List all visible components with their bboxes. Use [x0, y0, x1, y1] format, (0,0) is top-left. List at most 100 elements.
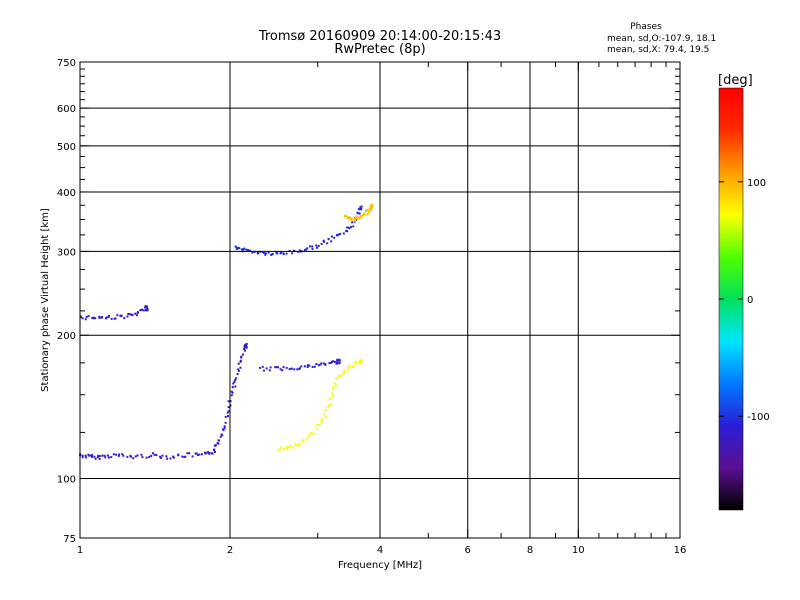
echo-point	[315, 246, 318, 249]
echo-point	[261, 250, 264, 253]
echo-point	[292, 446, 295, 449]
echo-point	[240, 248, 243, 251]
echo-point	[107, 315, 110, 318]
echo-point	[300, 365, 303, 368]
echo-point	[196, 454, 199, 457]
echo-point	[239, 360, 242, 363]
echo-point	[301, 439, 304, 442]
echo-point	[234, 379, 237, 382]
echo-point	[322, 239, 325, 242]
echo-point	[342, 369, 345, 372]
echo-point	[84, 456, 87, 459]
echo-point	[186, 452, 189, 455]
echo-point	[229, 400, 232, 403]
echo-point	[333, 360, 336, 363]
echo-point	[349, 216, 352, 219]
echo-point	[323, 240, 326, 243]
echo-point	[360, 205, 363, 208]
echo-point	[245, 344, 248, 347]
echo-point	[226, 411, 229, 414]
echo-point	[367, 211, 370, 214]
echo-point	[321, 417, 324, 420]
chart-title: Tromsø 20160909 20:14:00-20:15:43	[258, 29, 501, 44]
echo-point	[112, 453, 115, 456]
echo-point	[326, 242, 329, 245]
echo-point	[131, 314, 134, 317]
echo-point	[145, 305, 148, 308]
echo-point	[145, 456, 148, 459]
echo-point	[367, 210, 370, 213]
echo-point	[285, 252, 288, 255]
x-tick-label: 16	[674, 545, 687, 556]
echo-point	[251, 251, 254, 254]
echo-point	[303, 248, 306, 251]
echo-point	[96, 456, 99, 459]
echo-point	[128, 313, 131, 316]
echo-point	[106, 454, 109, 457]
echo-point	[318, 424, 321, 427]
echo-point	[237, 247, 240, 250]
echo-point	[243, 247, 246, 250]
echo-point	[296, 368, 299, 371]
echo-point	[317, 245, 320, 248]
echo-point	[122, 454, 125, 457]
colorbar-ticks: 100 0 -100	[719, 178, 770, 423]
echo-point	[94, 317, 97, 320]
echo-point	[351, 366, 354, 369]
echo-point	[285, 447, 288, 450]
echo-point	[120, 314, 123, 317]
axis-ticks	[79, 61, 681, 539]
echo-point	[305, 438, 308, 441]
echo-point	[276, 449, 279, 452]
echo-point	[282, 253, 285, 256]
echo-point	[151, 452, 154, 455]
echo-point	[239, 359, 242, 362]
echo-point	[79, 315, 82, 318]
echo-point	[349, 218, 352, 221]
echo-point	[136, 454, 139, 457]
echo-point	[323, 413, 326, 416]
y-tick-label: 500	[57, 142, 76, 153]
echo-point	[354, 362, 357, 365]
echo-point	[335, 384, 338, 387]
echo-point	[352, 225, 355, 228]
y-tick-label: 100	[57, 475, 76, 486]
echo-point	[142, 309, 145, 312]
echo-point	[243, 345, 246, 348]
echo-point	[311, 245, 314, 248]
colorbar-tick-label: -100	[747, 412, 770, 423]
Es-X-trace	[276, 358, 363, 452]
echo-point	[332, 386, 335, 389]
echo-point	[200, 453, 203, 456]
echo-point	[118, 453, 121, 456]
echo-point	[324, 415, 327, 418]
echo-point	[288, 249, 291, 252]
echo-point	[276, 252, 279, 255]
F2-X-trace	[343, 203, 374, 222]
echo-point	[81, 317, 84, 320]
echo-point	[103, 454, 106, 457]
echo-point	[110, 456, 113, 459]
echo-point	[346, 369, 349, 372]
echo-point	[264, 252, 267, 255]
echo-point	[177, 453, 180, 456]
y-tick-label: 750	[57, 58, 76, 69]
echo-point	[264, 253, 267, 256]
echo-point	[366, 213, 369, 216]
echo-point	[91, 316, 94, 319]
echo-point	[87, 315, 90, 318]
echo-point	[141, 456, 144, 459]
x-tick-label: 2	[227, 545, 233, 556]
echo-point	[335, 377, 338, 380]
echo-point	[245, 342, 248, 345]
echo-point	[365, 209, 368, 212]
echo-point	[262, 369, 265, 372]
plot-frame	[79, 61, 681, 539]
echo-point	[301, 440, 304, 443]
echo-point	[214, 444, 217, 447]
echo-point	[90, 455, 93, 458]
echo-point	[306, 247, 309, 250]
echo-point	[369, 207, 372, 210]
echo-point	[357, 208, 360, 211]
echo-point	[144, 306, 147, 309]
